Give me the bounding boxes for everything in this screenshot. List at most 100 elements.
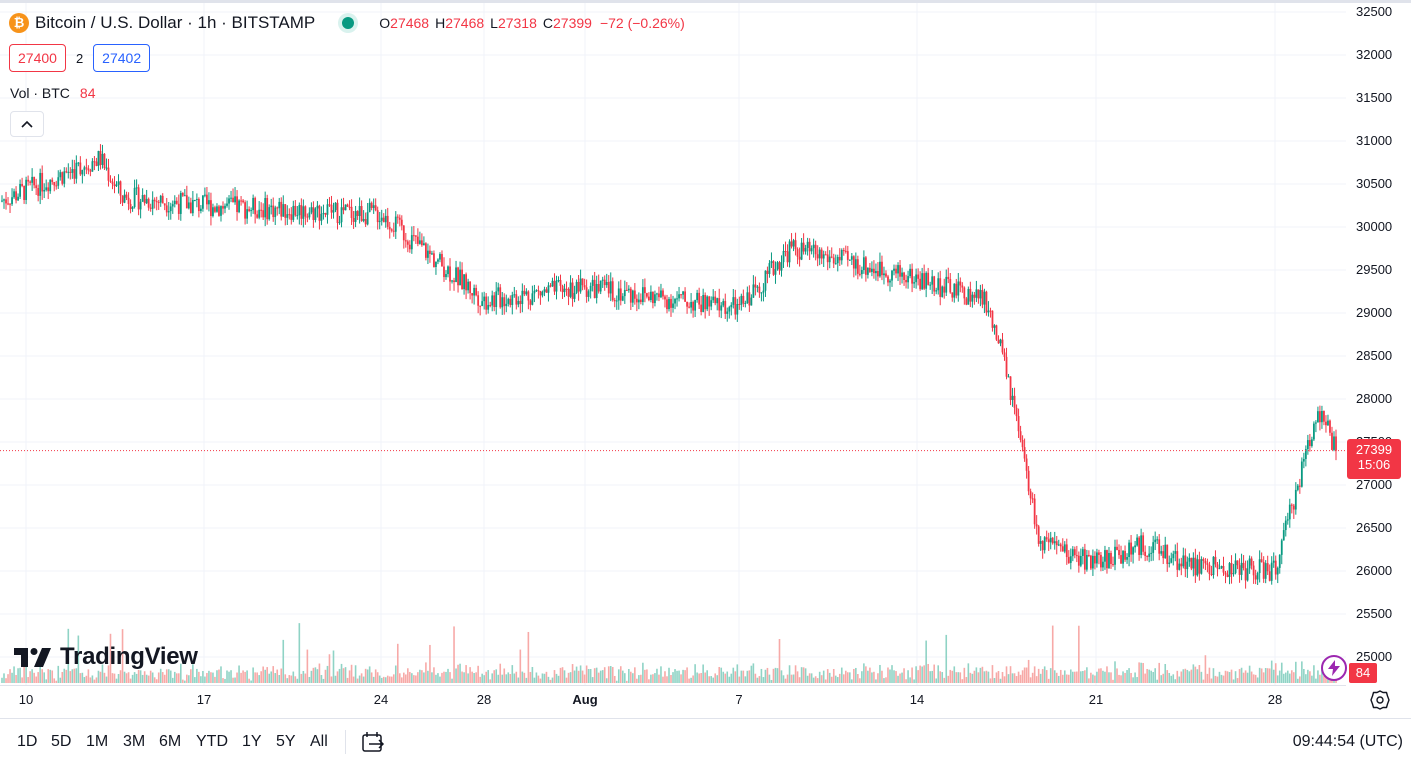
candle-body: [943, 286, 946, 293]
range-button-5d[interactable]: 5D: [51, 733, 72, 750]
volume-bar: [840, 667, 843, 683]
volume-bar: [407, 668, 409, 683]
candle-body: [485, 296, 488, 310]
candle-body: [27, 179, 30, 182]
candle-body: [1278, 554, 1281, 568]
candle-body: [296, 215, 299, 217]
volume-bar: [1074, 671, 1076, 683]
range-button-5y[interactable]: 5Y: [276, 733, 296, 750]
volume-bar: [374, 669, 377, 683]
volume-bar: [702, 664, 704, 683]
volume-bar: [423, 672, 425, 683]
volume-bar: [1116, 668, 1118, 683]
candle-body: [402, 225, 405, 241]
volume-bar: [226, 670, 228, 683]
volume-bar: [403, 672, 405, 683]
volume-bar: [525, 677, 528, 683]
chart-pane[interactable]: [0, 3, 1346, 685]
candle-body: [1224, 572, 1227, 575]
candle-body: [911, 268, 913, 284]
range-button-1d[interactable]: 1D: [17, 733, 38, 750]
volume-bar: [674, 669, 676, 683]
volume-bar: [473, 673, 475, 683]
bitcoin-icon[interactable]: ₿: [9, 13, 29, 33]
market-status-indicator[interactable]: [342, 17, 355, 29]
range-button-all[interactable]: All: [310, 733, 328, 750]
volume-bar: [533, 677, 536, 683]
volume-bar: [1276, 675, 1279, 683]
candle-body: [875, 271, 877, 274]
range-button-1y[interactable]: 1Y: [242, 733, 262, 750]
volume-bar: [619, 666, 622, 683]
volume-bar: [5, 678, 7, 683]
volume-bar: [895, 671, 897, 683]
range-button-ytd[interactable]: YTD: [196, 733, 228, 750]
candle-body: [250, 210, 253, 212]
range-button-3m[interactable]: 3M: [123, 733, 146, 750]
chart-settings-button[interactable]: [1369, 689, 1391, 711]
volume-bar: [718, 666, 721, 683]
candle-body: [792, 240, 795, 247]
volume-bar: [1114, 661, 1116, 683]
volume-bar: [109, 633, 112, 683]
collapse-legend-button[interactable]: [10, 111, 44, 137]
candle-body: [1098, 552, 1100, 555]
candle-body: [35, 185, 38, 189]
volume-bar: [1019, 674, 1022, 683]
go-to-date-button[interactable]: [360, 730, 386, 754]
volume-bar: [202, 670, 204, 683]
candle-body: [850, 256, 853, 260]
sell-button[interactable]: 27400: [9, 44, 66, 72]
candle-body: [131, 206, 134, 209]
candle-body: [318, 205, 321, 221]
candle-body: [766, 270, 769, 274]
volume-bar: [358, 675, 361, 683]
candle-body: [53, 181, 56, 186]
volume-bar: [1098, 668, 1100, 683]
volume-bar: [1323, 675, 1325, 683]
flash-icon[interactable]: [1321, 655, 1347, 681]
candle-body: [61, 172, 64, 184]
volume-bar: [1311, 675, 1313, 683]
candle-body: [254, 197, 257, 215]
volume-bar: [937, 665, 940, 683]
range-button-6m[interactable]: 6M: [159, 733, 182, 750]
volume-bar: [1224, 670, 1227, 683]
volume-bar: [39, 663, 41, 683]
tradingview-logo[interactable]: TradingView: [14, 643, 198, 671]
candle-body: [1234, 560, 1237, 574]
volume-bar: [103, 672, 106, 683]
candle-body: [232, 197, 234, 203]
price-chart[interactable]: [0, 3, 1346, 685]
candle-body: [728, 307, 731, 312]
candle-body: [509, 298, 512, 305]
volume-bar: [714, 673, 717, 683]
candle-body: [242, 200, 244, 203]
utc-clock[interactable]: 09:44:54 (UTC): [1292, 733, 1403, 750]
candle-body: [386, 215, 389, 227]
candle-body: [694, 300, 697, 311]
volume-bar: [411, 673, 413, 683]
candle-body: [364, 218, 367, 225]
volume-bar: [129, 678, 132, 683]
candle-body: [1264, 563, 1267, 579]
volume-bar: [923, 665, 925, 683]
candle-body: [547, 285, 550, 293]
candle-body: [615, 300, 618, 302]
volume-bar: [232, 677, 234, 683]
candle-body: [730, 304, 733, 308]
candle-body: [404, 240, 407, 242]
volume-bar: [7, 674, 9, 683]
candle-body: [774, 269, 777, 275]
volume-legend[interactable]: Vol · BTC 84: [10, 85, 95, 101]
buy-button[interactable]: 27402: [93, 44, 151, 72]
price-axis[interactable]: 32500 32000 31500 31000 30500 30000 29500 29000…: [1346, 0, 1411, 690]
price-tick-label: 32000: [1356, 47, 1393, 62]
volume-bar: [859, 678, 861, 683]
candle-body: [641, 287, 644, 303]
symbol-title[interactable]: Bitcoin / U.S. Dollar · 1h · BITSTAMP: [35, 13, 316, 32]
range-button-1m[interactable]: 1M: [86, 733, 109, 750]
volume-bar: [1025, 667, 1028, 683]
volume-bar: [828, 672, 831, 683]
candle-body: [1065, 544, 1068, 558]
